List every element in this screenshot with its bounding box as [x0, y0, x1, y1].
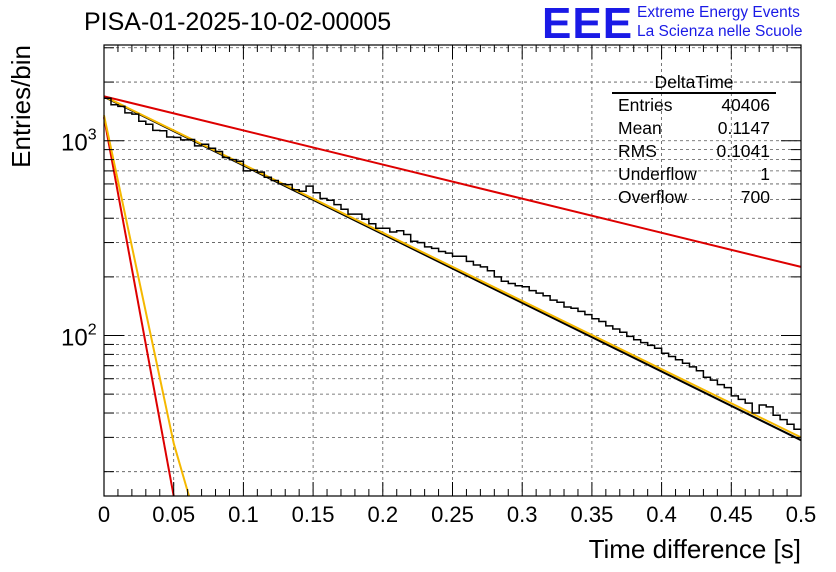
x-tick-label: 0.2	[368, 502, 399, 527]
x-tick-label: 0.3	[507, 502, 538, 527]
stats-value: 1	[760, 164, 770, 184]
stats-title: DeltaTime	[612, 72, 776, 94]
stats-label: RMS	[618, 141, 657, 161]
x-tick-label: 0.05	[152, 502, 195, 527]
tick-labels: 0 0.05 0.1 0.15 0.2 0.25 0.3 0.35 0.4 0.45 0.5 102 1…	[61, 127, 816, 527]
stats-value: 0.1041	[716, 141, 770, 161]
x-tick-label: 0.45	[710, 502, 753, 527]
fit-curves	[103, 95, 802, 497]
x-tick-label: 0.5	[786, 502, 817, 527]
x-tick-label: 0.1	[228, 502, 259, 527]
axis-ticks	[103, 45, 802, 496]
fit-line-slow-red	[103, 95, 802, 268]
x-axis-label: Time difference [s]	[589, 534, 801, 564]
stats-value: 40406	[721, 95, 770, 115]
chart-title: PISA-01-2025-10-02-00005	[84, 8, 392, 36]
histogram-series	[104, 97, 801, 431]
x-tick-label: 0.25	[431, 502, 474, 527]
fit-line-fast-yellow	[103, 115, 190, 497]
stats-label: Underflow	[618, 164, 697, 184]
fit-line-fit-yellow	[103, 95, 802, 439]
grid-lines	[104, 45, 801, 496]
stats-row-rms: RMS 0.1041	[610, 140, 776, 163]
branding-line-2: La Scienza nelle Scuole	[637, 23, 803, 40]
y-tick-label: 102	[61, 322, 97, 352]
stats-value: 0.1147	[717, 118, 770, 138]
stats-box: DeltaTime Entries 40406 Mean 0.1147 RMS …	[610, 72, 776, 209]
x-tick-label: 0.4	[646, 502, 677, 527]
x-tick-label: 0	[98, 502, 110, 527]
stats-row-entries: Entries 40406	[610, 94, 776, 117]
stats-row-underflow: Underflow 1	[610, 163, 776, 186]
stats-label: Entries	[618, 95, 673, 115]
branding-line-1: Extreme Energy Events	[637, 4, 800, 21]
x-tick-label: 0.35	[570, 502, 613, 527]
stats-value: 700	[740, 187, 770, 207]
eee-logo: EEE	[542, 0, 634, 48]
fit-line-fast-red	[103, 117, 175, 497]
stats-label: Mean	[618, 118, 662, 138]
y-axis-label: Entries/bin	[6, 45, 36, 168]
histogram-outline	[104, 97, 801, 431]
branding-text: Extreme Energy Events La Scienza nelle S…	[637, 3, 802, 41]
y-tick-label: 103	[61, 127, 97, 157]
x-tick-label: 0.15	[292, 502, 335, 527]
stats-row-mean: Mean 0.1147	[610, 117, 776, 140]
stats-row-overflow: Overflow 700	[610, 186, 776, 209]
stats-label: Overflow	[618, 187, 688, 207]
